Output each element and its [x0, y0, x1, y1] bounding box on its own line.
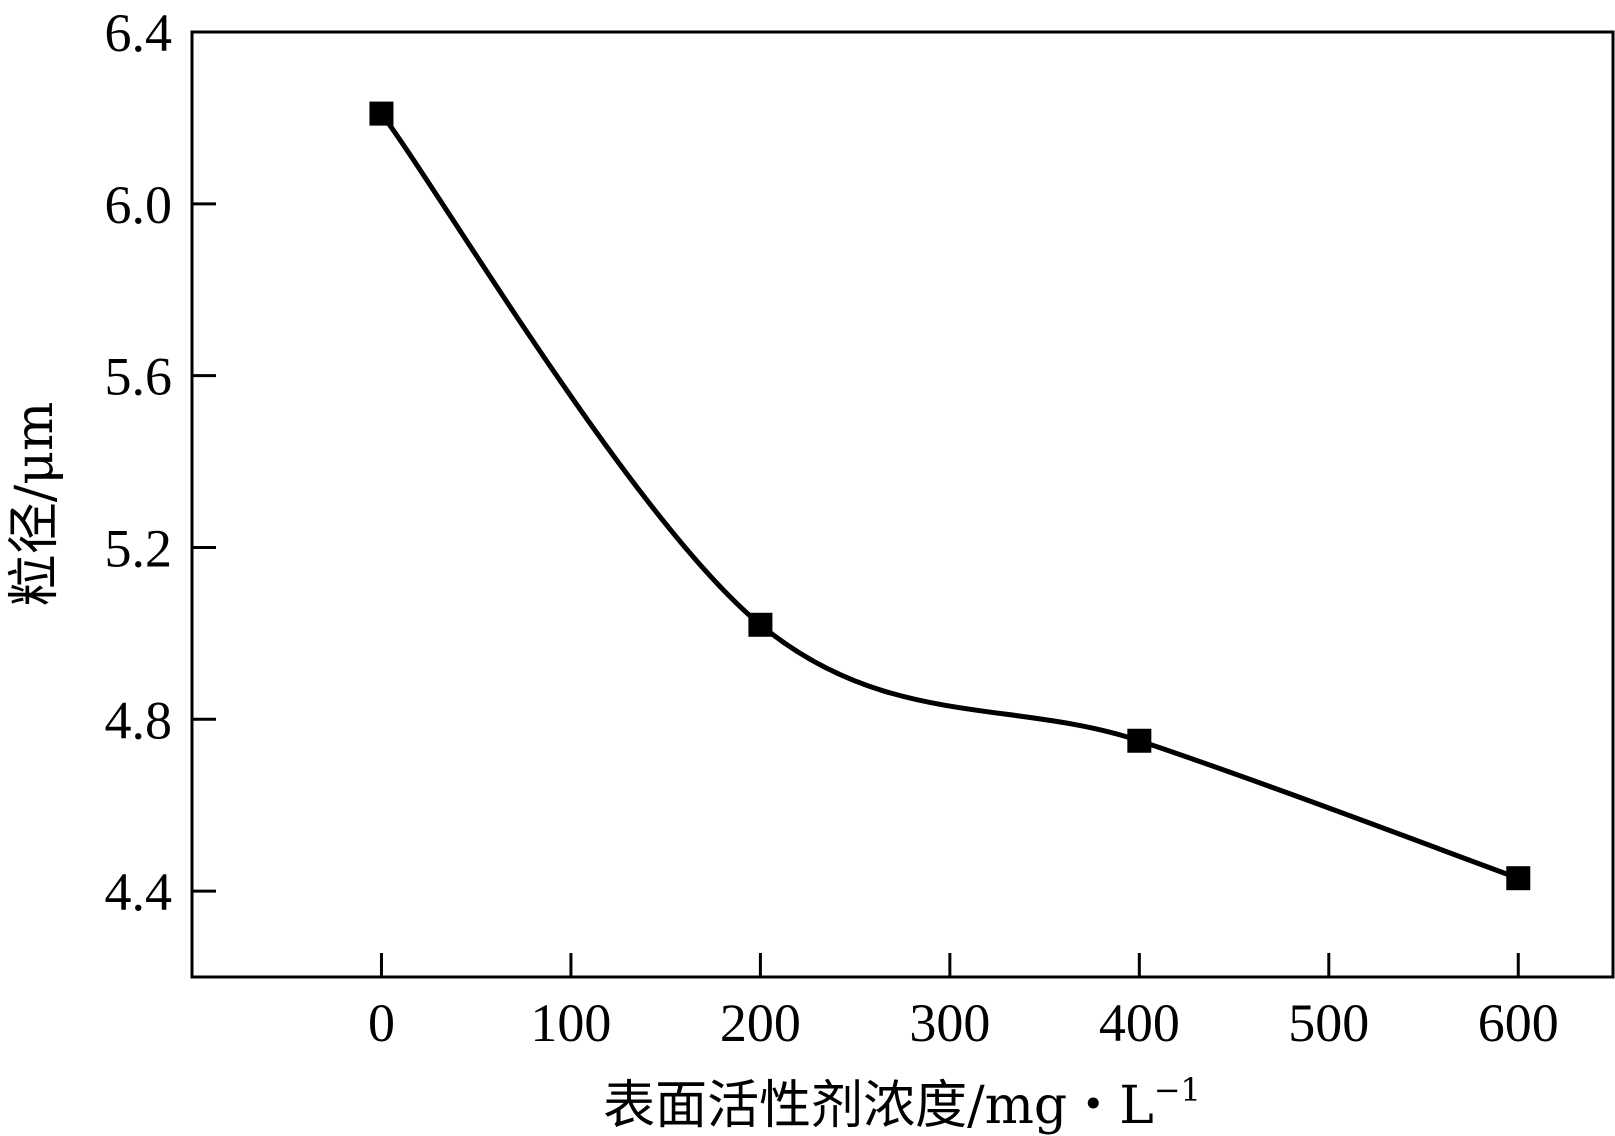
x-tick-label: 500: [1288, 993, 1369, 1053]
y-tick-label: 6.0: [105, 175, 173, 235]
x-tick-label: 100: [530, 993, 611, 1053]
y-tick-label: 4.4: [105, 862, 173, 922]
y-axis-ticks: [192, 30, 216, 893]
data-point-marker: [748, 612, 773, 637]
x-axis-title: 表面活性剂浓度/mg・L−1: [603, 1071, 1201, 1136]
x-axis-ticks: [379, 953, 1520, 977]
x-tick-label: 0: [368, 993, 395, 1053]
x-axis-tick-labels: 0 100 200 300 400 500 600: [368, 993, 1559, 1053]
x-tick-label: 200: [720, 993, 801, 1053]
y-tick-label: 4.8: [105, 690, 173, 750]
y-axis-tick-labels: 4.4 4.8 5.2 5.6 6.0 6.4: [105, 3, 173, 922]
y-tick-label: 5.2: [105, 518, 173, 578]
series-markers: [369, 101, 1531, 891]
x-axis-title-superscript: −1: [1154, 1071, 1201, 1109]
data-point-marker: [1506, 866, 1531, 891]
series-line: [378, 111, 1521, 881]
x-tick-label: 300: [909, 993, 990, 1053]
y-tick-label: 6.4: [105, 3, 173, 63]
plot-frame: [190, 30, 1615, 979]
data-point-marker: [1127, 728, 1152, 753]
data-point-marker: [369, 101, 394, 126]
x-tick-label: 600: [1478, 993, 1559, 1053]
x-tick-label: 400: [1099, 993, 1180, 1053]
y-tick-label: 5.6: [105, 347, 173, 407]
y-axis-title: 粒径/μm: [5, 402, 65, 607]
